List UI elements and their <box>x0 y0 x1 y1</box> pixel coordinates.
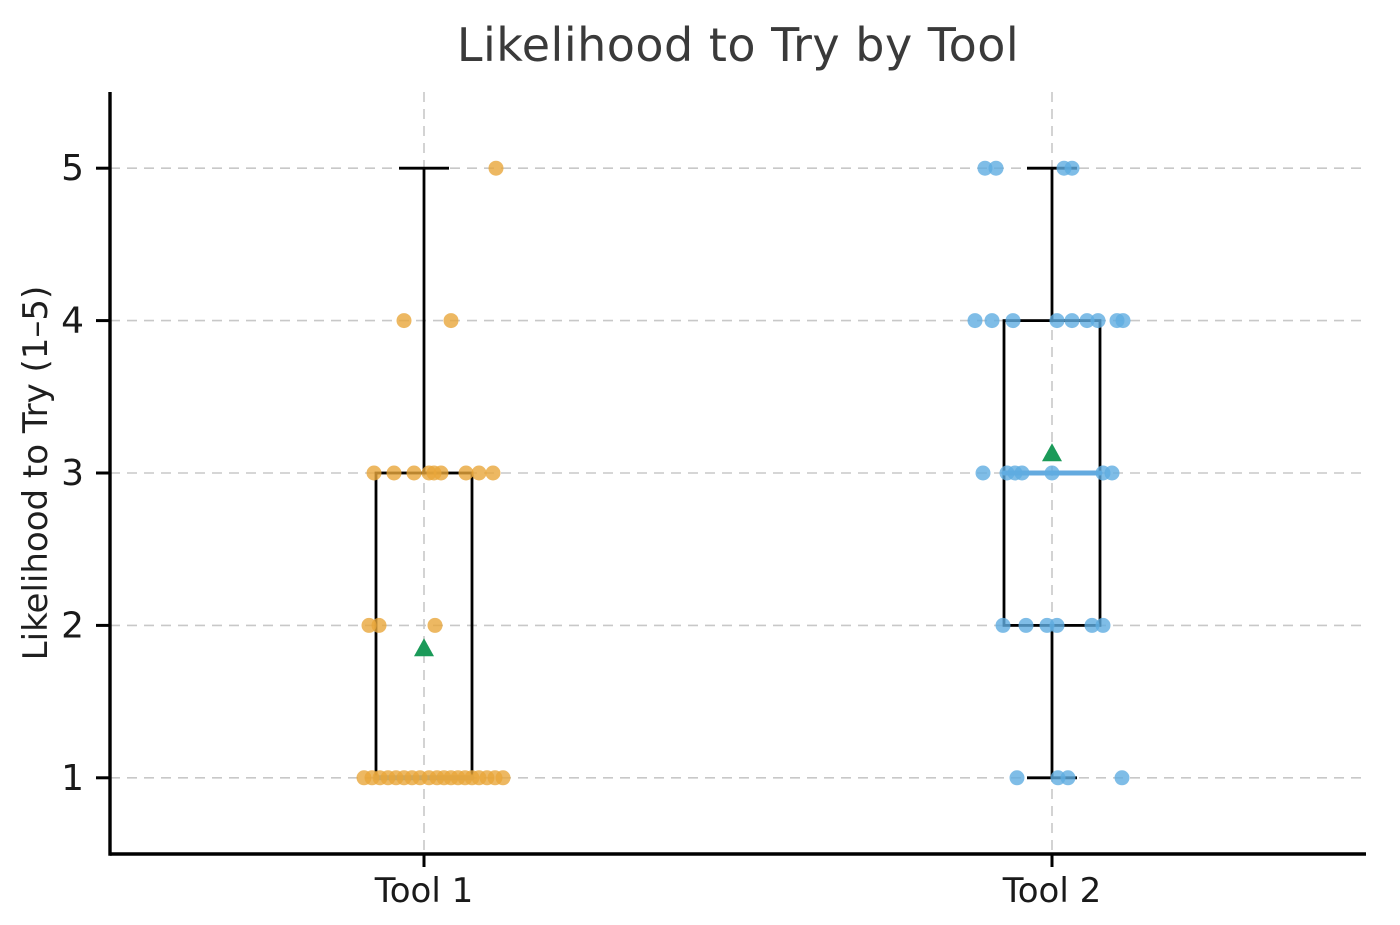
data-point <box>967 313 983 329</box>
data-point <box>1049 313 1065 329</box>
data-point <box>975 465 991 481</box>
data-point <box>443 313 459 329</box>
data-point <box>1005 313 1021 329</box>
mean-marker <box>1042 443 1062 462</box>
data-point <box>977 160 993 176</box>
data-point <box>366 465 382 481</box>
scatter-points-tool-1 <box>356 160 511 786</box>
data-point <box>471 465 487 481</box>
data-point <box>1084 617 1100 633</box>
data-point <box>485 465 501 481</box>
data-point <box>1064 160 1080 176</box>
chart-title: Likelihood to Try by Tool <box>456 18 1020 72</box>
data-point <box>984 313 1000 329</box>
y-tick-label: 4 <box>61 301 84 342</box>
data-point <box>1018 617 1034 633</box>
y-tick-label: 2 <box>61 605 84 646</box>
data-point <box>1044 465 1060 481</box>
data-point <box>433 465 449 481</box>
data-point <box>1095 617 1111 633</box>
data-point <box>458 465 474 481</box>
data-point <box>396 313 412 329</box>
y-tick-label: 3 <box>61 453 84 494</box>
data-point <box>995 617 1011 633</box>
data-point <box>1114 770 1130 786</box>
mean-marker <box>414 638 434 657</box>
data-point <box>427 617 443 633</box>
y-tick-label: 5 <box>61 148 84 189</box>
data-point <box>386 465 402 481</box>
data-point <box>1014 465 1030 481</box>
x-category-label: Tool 2 <box>1002 871 1101 911</box>
data-point <box>1104 465 1120 481</box>
data-point <box>488 160 504 176</box>
y-tick-label: 1 <box>61 758 84 799</box>
x-category-label: Tool 1 <box>374 871 473 911</box>
scatter-points-tool-2 <box>967 160 1131 786</box>
data-point <box>495 770 511 786</box>
data-point <box>1049 617 1065 633</box>
data-point <box>371 617 387 633</box>
data-point <box>1064 313 1080 329</box>
data-point <box>1090 313 1106 329</box>
data-point <box>406 465 422 481</box>
data-point <box>1060 770 1076 786</box>
data-point <box>988 160 1004 176</box>
data-point <box>1115 313 1131 329</box>
gridlines <box>110 92 1366 854</box>
data-point <box>1079 313 1095 329</box>
data-point <box>1009 770 1025 786</box>
